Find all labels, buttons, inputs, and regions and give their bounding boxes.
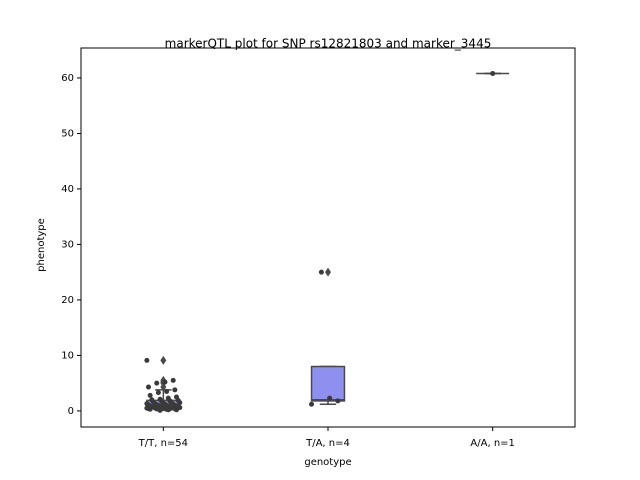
y-tick-label: 40 [61,184,74,195]
point [154,380,160,386]
point [174,407,180,413]
point [155,390,161,396]
y-tick-label: 0 [68,406,74,417]
point [147,406,153,412]
x-tick-label: T/T, n=54 [138,438,188,449]
point [165,407,171,413]
flier [160,355,167,365]
y-tick-label: 30 [61,239,74,250]
y-tick-label: 20 [61,295,74,306]
point [172,387,178,393]
y-tick-label: 10 [61,350,74,361]
point [335,398,341,404]
box [310,365,346,402]
x-tick-label: T/A, n=4 [305,438,350,449]
point [309,401,315,407]
point [144,357,150,363]
point [327,395,333,401]
plot-frame [80,47,576,428]
point [177,400,183,406]
point [490,71,496,77]
x-tick-label: A/A, n=1 [470,438,515,449]
y-tick-label: 60 [61,73,74,84]
point [146,384,152,390]
point [318,269,324,275]
y-axis-label: phenotype [36,218,47,272]
flier [325,267,331,277]
flier [160,382,167,392]
y-tick-label: 50 [61,128,74,139]
point [147,392,153,398]
x-axis-label: genotype [304,457,351,468]
chart-title: markerQTL plot for SNP rs12821803 and ma… [165,37,492,51]
point [162,379,168,385]
point [170,377,176,383]
point [164,388,170,394]
point [157,407,163,413]
